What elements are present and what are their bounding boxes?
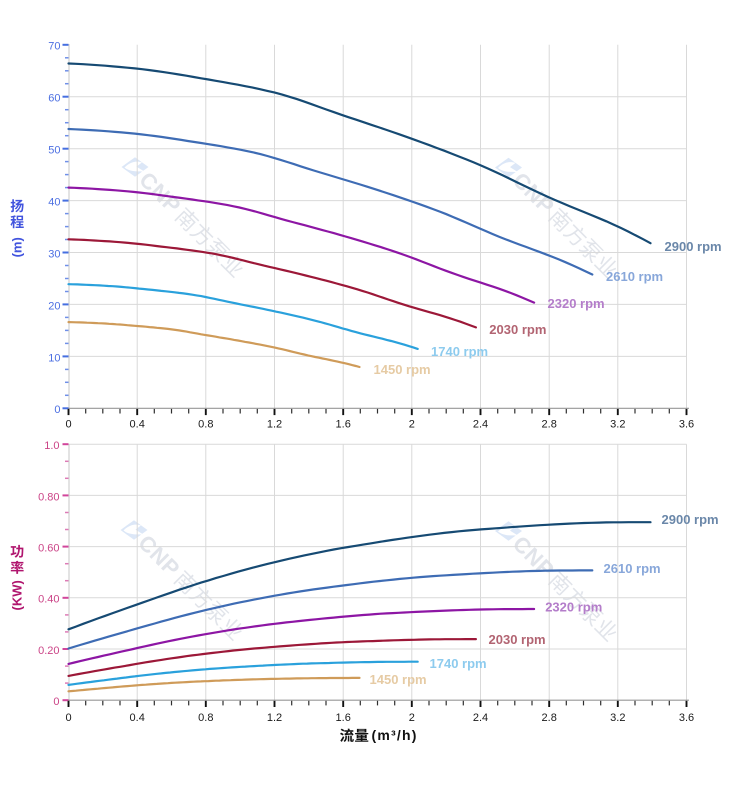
svg-text:70: 70	[48, 41, 60, 53]
svg-text:2030 rpm: 2030 rpm	[489, 322, 546, 337]
svg-text:0.4: 0.4	[130, 419, 145, 431]
svg-text:0.20: 0.20	[38, 645, 59, 657]
svg-text:0: 0	[53, 696, 59, 708]
svg-text:2: 2	[409, 419, 415, 431]
svg-text:2.8: 2.8	[542, 419, 557, 431]
svg-text:(m): (m)	[9, 237, 24, 257]
svg-text:0.8: 0.8	[198, 419, 213, 431]
svg-text:1740 rpm: 1740 rpm	[431, 344, 488, 359]
svg-text:1.2: 1.2	[267, 712, 282, 724]
svg-text:1.6: 1.6	[336, 712, 351, 724]
svg-text:3.2: 3.2	[610, 712, 625, 724]
svg-text:40: 40	[48, 197, 60, 209]
svg-text:2: 2	[409, 712, 415, 724]
svg-text:50: 50	[48, 145, 60, 157]
svg-text:1450 rpm: 1450 rpm	[370, 672, 427, 687]
svg-text:3.6: 3.6	[679, 419, 694, 431]
svg-text:CNP: CNP	[508, 531, 560, 583]
svg-text:2900 rpm: 2900 rpm	[662, 512, 719, 527]
svg-text:2.8: 2.8	[542, 712, 557, 724]
svg-text:0.4: 0.4	[130, 712, 145, 724]
svg-text:1450 rpm: 1450 rpm	[374, 362, 431, 377]
svg-text:1.2: 1.2	[267, 419, 282, 431]
svg-text:2.4: 2.4	[473, 712, 488, 724]
svg-text:0.8: 0.8	[198, 712, 213, 724]
svg-text:0: 0	[65, 712, 71, 724]
svg-text:60: 60	[48, 93, 60, 105]
svg-text:1.0: 1.0	[44, 440, 59, 452]
svg-text:0.40: 0.40	[38, 594, 59, 606]
svg-text:(KW): (KW)	[9, 580, 24, 610]
svg-text:CNP: CNP	[508, 168, 560, 220]
svg-text:(m³/h): (m³/h)	[372, 727, 418, 743]
svg-text:0: 0	[65, 419, 71, 431]
svg-text:2610 rpm: 2610 rpm	[606, 269, 663, 284]
svg-text:3.6: 3.6	[679, 712, 694, 724]
svg-text:2320 rpm: 2320 rpm	[548, 296, 605, 311]
svg-text:3.2: 3.2	[610, 419, 625, 431]
svg-text:1.6: 1.6	[336, 419, 351, 431]
svg-text:20: 20	[48, 300, 60, 312]
svg-text:2030 rpm: 2030 rpm	[489, 632, 546, 647]
svg-text:2900 rpm: 2900 rpm	[665, 239, 722, 254]
svg-text:2610 rpm: 2610 rpm	[604, 561, 661, 576]
svg-text:2.4: 2.4	[473, 419, 488, 431]
svg-text:0: 0	[54, 404, 60, 416]
svg-text:10: 10	[48, 352, 60, 364]
svg-text:1740 rpm: 1740 rpm	[430, 656, 487, 671]
svg-text:2320 rpm: 2320 rpm	[545, 600, 602, 615]
svg-text:0.60: 0.60	[38, 543, 59, 555]
svg-text:0.80: 0.80	[38, 491, 59, 503]
svg-text:CNP: CNP	[133, 530, 185, 582]
svg-text:30: 30	[48, 248, 60, 260]
